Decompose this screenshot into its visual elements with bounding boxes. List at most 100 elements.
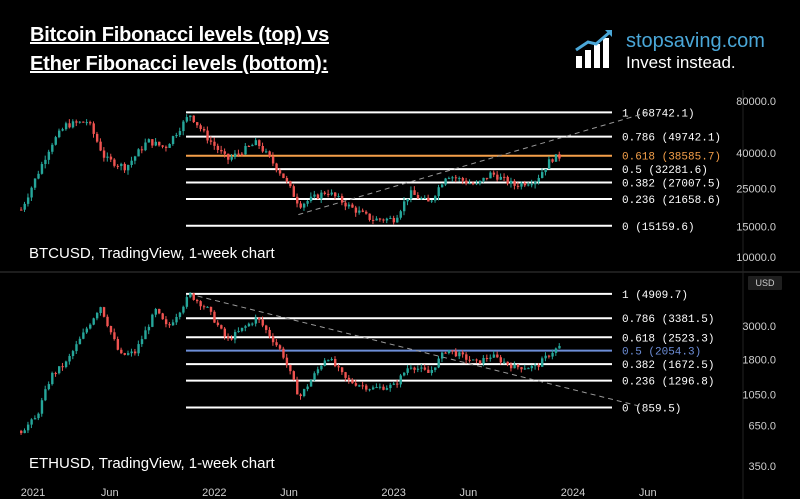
candle-body — [458, 352, 461, 357]
fib-level-label: 0.236 (1296.8) — [622, 377, 714, 389]
candle-body — [271, 336, 275, 343]
candle-body — [468, 183, 471, 185]
candle-body — [527, 184, 530, 186]
candle-body — [554, 154, 558, 162]
candle-body — [240, 327, 244, 331]
candle-body — [127, 353, 130, 355]
candle-body — [54, 372, 57, 374]
trendline — [188, 293, 648, 409]
brand-name: stopsaving.com — [626, 30, 765, 52]
candle-body — [51, 144, 54, 152]
candle-body — [337, 196, 340, 198]
candle-body — [520, 367, 523, 370]
candle-body — [378, 218, 382, 220]
candle-body — [199, 125, 202, 130]
candle-body — [316, 194, 320, 199]
candle-body — [113, 332, 116, 340]
bar-chart-growth-icon — [575, 30, 612, 68]
candle-body — [244, 326, 247, 328]
candle-body — [482, 357, 485, 364]
candle-body — [289, 181, 292, 187]
candle-body — [399, 211, 402, 218]
candle-body — [99, 307, 102, 314]
candle-body — [26, 424, 30, 431]
candle-body — [558, 345, 561, 349]
y-tick-label: 3000.0 — [742, 321, 776, 333]
candle-body — [116, 339, 120, 350]
candle-body — [275, 342, 278, 346]
candle-body — [420, 367, 423, 369]
candle-body — [147, 326, 151, 331]
candle-body — [323, 360, 327, 366]
candle-body — [109, 325, 113, 333]
fib-level-label: 0.5 (2054.3) — [622, 347, 701, 359]
candle-body — [220, 149, 223, 152]
candle-body — [344, 202, 347, 207]
candle-body — [403, 372, 406, 376]
candle-body — [247, 323, 251, 327]
candle-body — [534, 365, 537, 367]
candle-body — [278, 170, 282, 174]
candle-body — [451, 177, 454, 179]
candle-body — [130, 160, 133, 165]
candle-body — [95, 133, 99, 142]
candle-body — [33, 418, 37, 420]
candle-body — [534, 181, 537, 185]
candle-body — [313, 373, 316, 381]
candle-body — [447, 350, 451, 354]
candle-body — [102, 150, 106, 158]
candle-body — [454, 177, 458, 179]
candle-body — [113, 159, 116, 166]
candle-body — [71, 351, 75, 357]
candle-body — [340, 196, 344, 203]
candle-body — [51, 372, 54, 385]
candle-body — [454, 350, 458, 357]
candle-body — [71, 121, 75, 128]
candle-body — [513, 364, 516, 369]
candle-body — [296, 379, 299, 395]
candle-body — [527, 368, 530, 370]
candle-body — [106, 156, 109, 158]
x-tick-label: 2024 — [561, 487, 585, 499]
candle-body — [151, 139, 154, 146]
candle-body — [78, 338, 82, 345]
candle-body — [306, 386, 309, 390]
candle-body — [496, 174, 499, 180]
eth-chart-source-label: ETHUSD, TradingView, 1-week chart — [29, 455, 275, 472]
candle-body — [213, 141, 216, 146]
brand-tagline: Invest instead. — [626, 53, 736, 72]
candle-body — [206, 306, 209, 308]
candle-body — [523, 368, 527, 370]
candle-body — [513, 180, 516, 186]
eth-panel: 3000.0 1800.0 1050.0 650.0 350.0 1 (4909.7) 0.… — [20, 290, 776, 473]
chart-title-line-1: Bitcoin Fibonacci levels (top) vs — [30, 24, 330, 46]
candle-body — [89, 324, 92, 329]
candle-body — [465, 180, 468, 184]
candle-body — [361, 210, 365, 212]
candle-body — [261, 319, 264, 326]
candle-body — [396, 217, 399, 223]
brand-logo[interactable]: stopsaving.com Invest instead. — [574, 26, 774, 76]
candle-body — [68, 356, 71, 362]
candle-body — [40, 400, 44, 414]
y-tick-label: 80000.0 — [736, 96, 776, 108]
candle-body — [475, 359, 478, 361]
candle-body — [337, 366, 340, 368]
candle-body — [268, 329, 271, 337]
candle-body — [189, 293, 192, 298]
candle-body — [106, 316, 109, 326]
candle-body — [185, 297, 189, 307]
candle-body — [413, 190, 416, 195]
candle-body — [237, 153, 240, 155]
candle-body — [516, 364, 520, 368]
candle-body — [247, 145, 251, 147]
candle-body — [382, 386, 385, 390]
candlestick-series — [20, 291, 561, 435]
candle-body — [302, 203, 306, 208]
candle-body — [354, 383, 358, 386]
fib-level-label: 0.786 (49742.1) — [622, 133, 721, 145]
candle-body — [420, 198, 423, 200]
fib-level-label: 0.5 (32281.6) — [622, 165, 708, 177]
candle-body — [544, 355, 547, 359]
candle-body — [506, 361, 509, 365]
